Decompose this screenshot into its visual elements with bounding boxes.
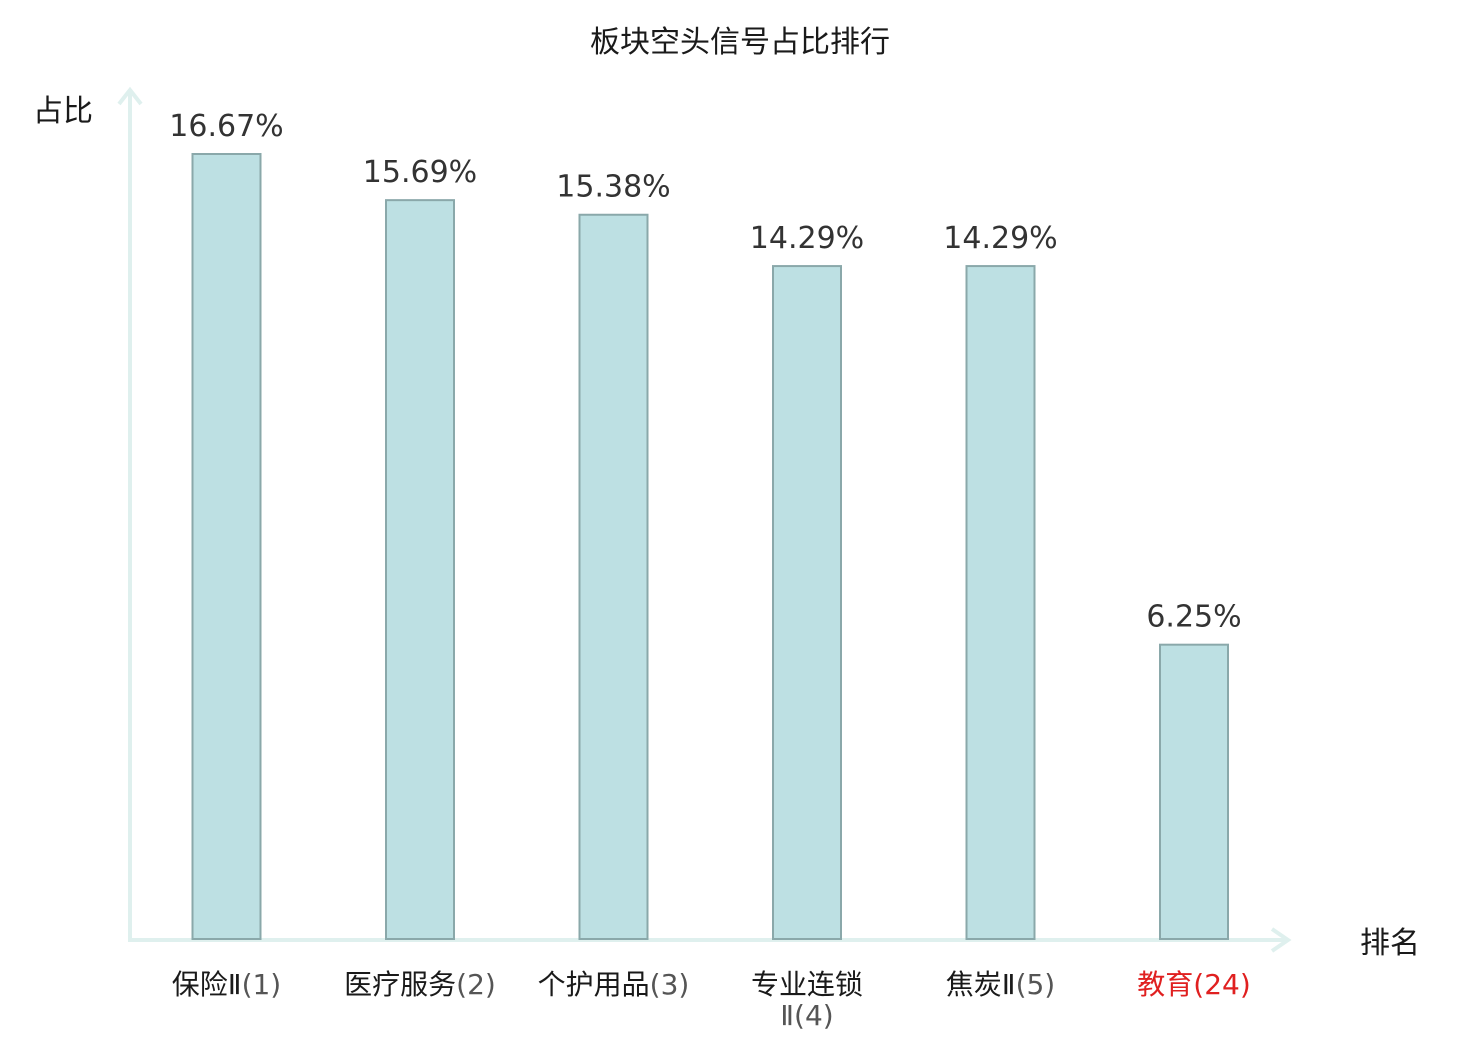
value-labels: 16.67% 15.69% 15.38% 14.29% 14.29% 6.25% xyxy=(169,109,1241,635)
x-tick-label: 教育(24) xyxy=(1137,968,1251,1001)
bar-series xyxy=(191,153,1229,941)
x-tick-label: 个护用品(3) xyxy=(538,968,690,1001)
bar-value-label: 14.29% xyxy=(943,221,1057,256)
bar xyxy=(578,213,649,941)
x-tick-label: 医疗服务(2) xyxy=(344,968,496,1001)
category-labels: 保险Ⅱ(1) 医疗服务(2) 个护用品(3) 专业连锁 Ⅱ(4) 焦炭Ⅱ(5) 教育(24) xyxy=(172,968,1251,1032)
bar xyxy=(772,265,842,941)
x-tick-label: 专业连锁 Ⅱ(4) xyxy=(751,968,863,1032)
x-axis-arrow xyxy=(1270,927,1292,953)
y-axis-title: 占比 xyxy=(33,94,93,129)
bar xyxy=(191,153,262,940)
bar-value-label: 16.67% xyxy=(169,109,283,144)
bar xyxy=(385,199,455,941)
bar-value-label: 15.69% xyxy=(363,155,477,190)
chart-title: 板块空头信号占比排行 xyxy=(590,25,890,60)
bar-value-label: 15.38% xyxy=(556,170,670,205)
bar-value-label: 14.29% xyxy=(750,221,864,256)
y-axis-arrow xyxy=(117,86,143,106)
x-tick-label: 保险Ⅱ(1) xyxy=(172,968,281,1001)
x-axis-title: 排名 xyxy=(1360,926,1420,961)
bar xyxy=(1159,643,1229,940)
bar xyxy=(965,265,1036,941)
bar-value-label: 6.25% xyxy=(1146,600,1241,635)
x-tick-label: 焦炭Ⅱ(5) xyxy=(946,968,1055,1001)
